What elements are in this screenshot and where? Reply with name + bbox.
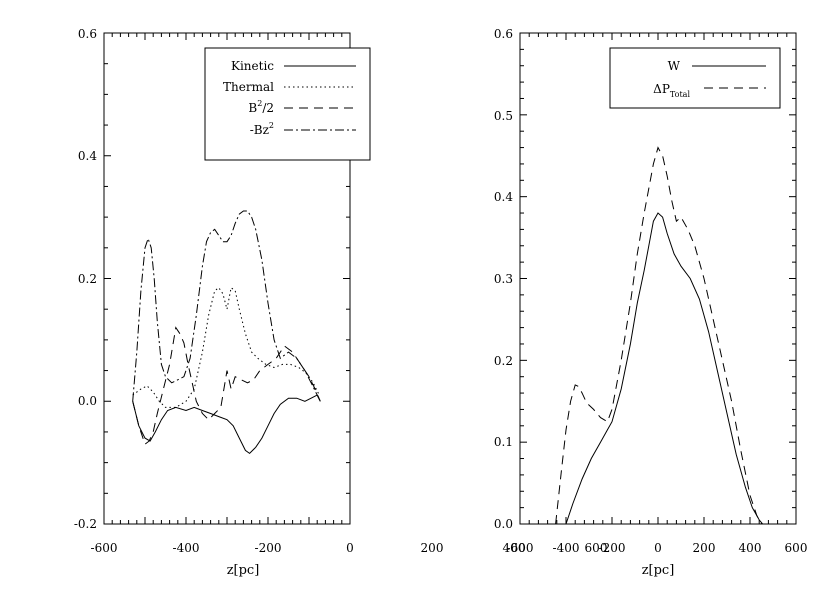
right-xtick-label: -400 [553, 541, 580, 555]
left-xtick-label: 600 [585, 541, 608, 555]
left-ytick-label: -0.2 [74, 517, 97, 531]
left-ytick-label: 0.0 [78, 394, 97, 408]
right-legend: W ΔPTotal [609, 47, 781, 109]
right-xtick-label: 600 [785, 541, 808, 555]
right-ytick-label: 0.3 [494, 272, 513, 286]
series-line-left-0 [132, 394, 321, 455]
right-ytick-labels: 0.0 0.1 0.2 0.3 0.4 0.5 0.6 [494, 27, 513, 531]
left-ytick-label: 0.6 [78, 27, 97, 41]
series-line-right-1 [555, 146, 762, 525]
series-line-left-2 [132, 326, 321, 446]
right-xtick-label: 200 [693, 541, 716, 555]
right-ticks [519, 32, 797, 525]
left-panel: -600 -400 -200 0 200 400 600 -0.2 0.0 0.… [74, 27, 608, 555]
series-line-left-3 [132, 210, 321, 402]
left-xtick-label: -200 [255, 541, 282, 555]
legend-label-bz2: -Bz2 [250, 121, 274, 137]
legend-label-dp-total: ΔPTotal [653, 82, 690, 99]
legend-label-thermal: Thermal [223, 80, 274, 94]
left-x-axis-title: z[pc] [227, 563, 260, 578]
left-legend: Kinetic Thermal B2/2 -Bz2 [204, 47, 371, 161]
right-xtick-labels: -600 -400 -200 0 200 400 600 [507, 541, 808, 555]
left-ytick-label: 0.2 [78, 272, 97, 286]
right-x-axis-title: z[pc] [642, 563, 675, 578]
right-ytick-label: 0.5 [494, 109, 513, 123]
right-panel: -600 -400 -200 0 200 400 600 0.0 0.1 0.2… [494, 27, 808, 578]
left-ytick-labels: -0.2 0.0 0.2 0.4 0.6 [74, 27, 97, 531]
right-ytick-label: 0.4 [494, 190, 513, 204]
right-legend-box [609, 47, 781, 109]
left-xtick-label: 400 [503, 541, 526, 555]
right-xtick-label: 400 [739, 541, 762, 555]
right-xtick-label: -200 [599, 541, 626, 555]
right-xtick-label: -600 [507, 541, 534, 555]
legend-label-b2: B2/2 [248, 99, 274, 115]
right-ytick-label: 0.2 [494, 354, 513, 368]
left-series-lines [132, 210, 321, 455]
right-series-lines [555, 146, 763, 525]
series-line-left-1 [132, 286, 320, 408]
left-ticks [103, 32, 351, 525]
legend-label-kinetic: Kinetic [231, 59, 274, 73]
left-xtick-labels: -600 -400 -200 0 200 400 600 [91, 541, 608, 555]
left-ytick-label: 0.4 [78, 149, 97, 163]
series-line-right-0 [565, 212, 763, 525]
right-xtick-label: 0 [654, 541, 662, 555]
right-ytick-label: 0.6 [494, 27, 513, 41]
left-xtick-label: -600 [91, 541, 118, 555]
left-legend-box [204, 47, 371, 161]
right-ytick-label: 0.0 [494, 517, 513, 531]
left-xtick-label: -400 [173, 541, 200, 555]
left-xtick-label: 200 [421, 541, 444, 555]
legend-label-w: W [668, 59, 681, 73]
right-ytick-label: 0.1 [494, 435, 513, 449]
left-xtick-label: 0 [346, 541, 354, 555]
